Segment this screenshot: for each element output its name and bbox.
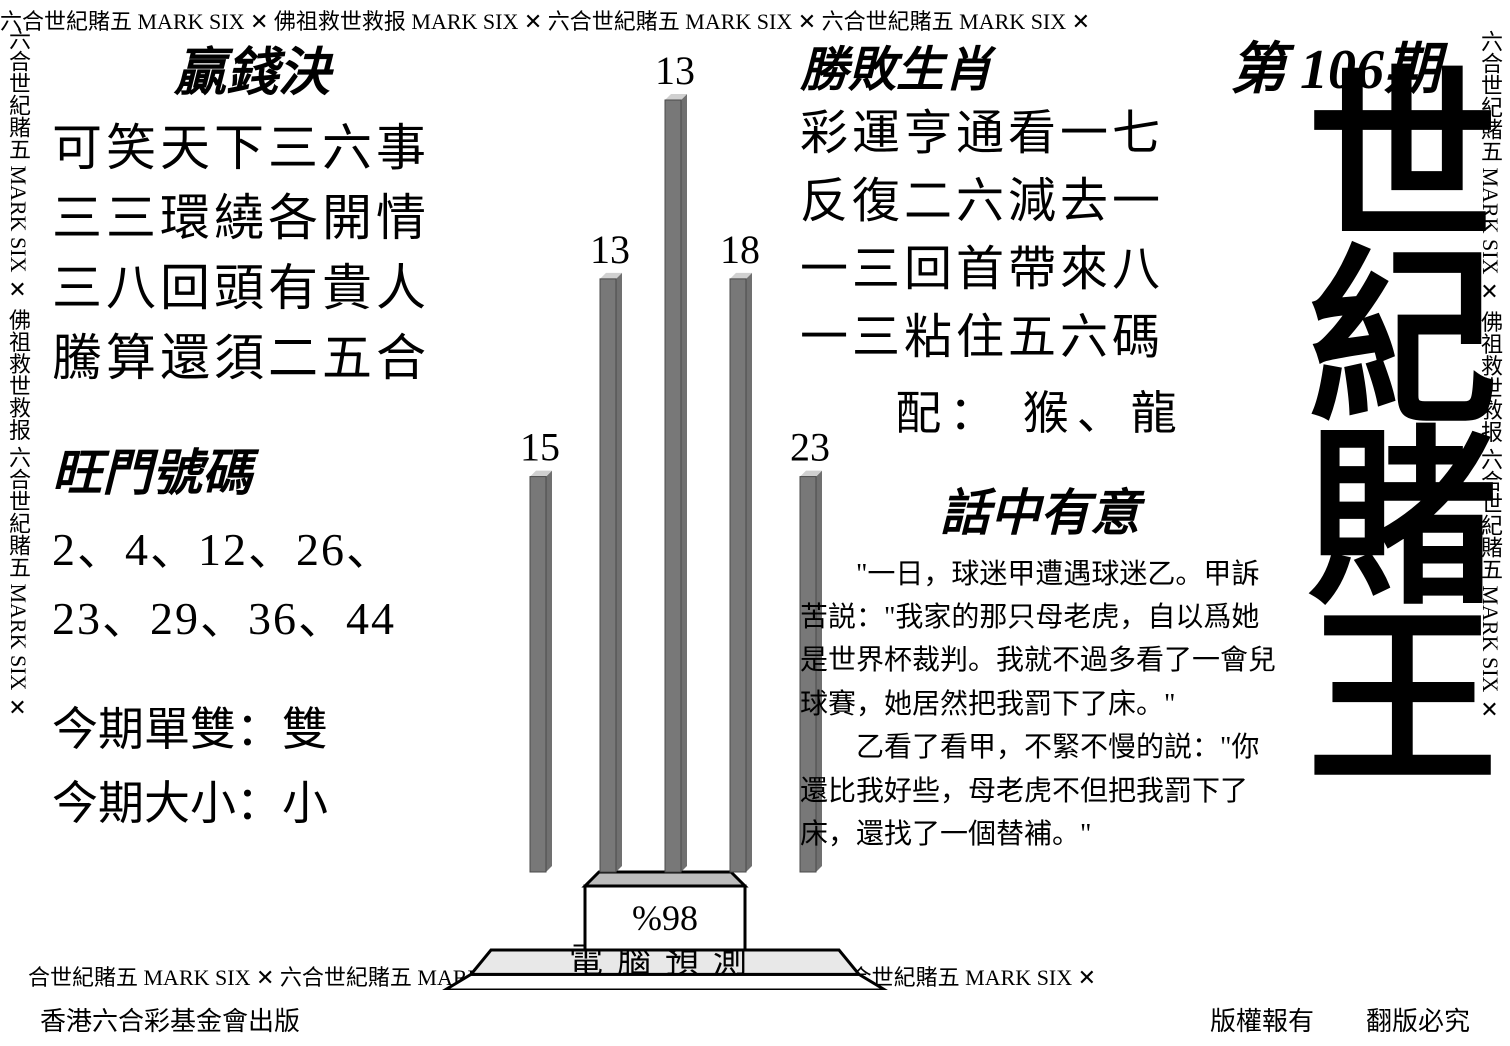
poem-line: 騰算還須二五合 [52,323,452,393]
right-poem-line: 一三粘住五六碼 [800,304,1280,372]
svg-text:18: 18 [720,227,760,272]
svg-text:%98: %98 [632,898,698,938]
hot-numbers-title: 旺門號碼 [52,433,452,505]
svg-text:13: 13 [590,227,630,272]
right-poem-line: 反復二六減去一 [800,168,1280,236]
right-column: 勝敗生肖 第 106期 彩運亨通看一七 反復二六減去一 一三回首帶來八 一三粘住… [800,30,1280,856]
right-poem-line: 彩運亨通看一七 [800,100,1280,168]
zodiac-pairing: 配： 猴、龍 [800,377,1280,443]
story-paragraph: "一日，球迷甲遭遇球迷乙。甲訴苦説："我家的那只母老虎，自以爲她是世界杯裁判。我… [800,553,1280,727]
poem-line: 可笑天下三六事 [52,113,452,183]
hot-numbers: 2、4、12、26、23、29、36、44 [52,515,452,653]
main-content: 贏錢決 可笑天下三六事 三三環繞各開情 三八回頭有貴人 騰算還須二五合 旺門號碼… [30,30,1480,986]
story-paragraph: 乙看了看甲，不緊不慢的説："你還比我好些，母老虎不但把我罰下了床，還找了一個替補… [800,726,1280,856]
poem-line: 三八回頭有貴人 [52,253,452,323]
poem-title: 贏錢決 [52,30,452,105]
right-header: 勝敗生肖 [800,44,992,97]
footer: 香港六合彩基金會出版 版權報有 翻版必究 [40,1001,1470,1038]
copyright: 版權報有 翻版必究 [1210,1001,1470,1038]
story-title: 話中有意 [800,473,1280,545]
odd-even-line: 今期單雙：雙 [52,693,452,767]
big-small-line: 今期大小：小 [52,767,452,841]
right-poem-line: 一三回首帶來八 [800,236,1280,304]
issue-number: 第 106期 [1230,24,1440,105]
poem-line: 三三環繞各開情 [52,183,452,253]
left-column: 贏錢決 可笑天下三六事 三三環繞各開情 三八回頭有貴人 騰算還須二五合 旺門號碼… [52,30,452,840]
svg-text:13: 13 [655,48,695,93]
svg-text:15: 15 [520,425,560,470]
publisher: 香港六合彩基金會出版 [40,1001,300,1038]
